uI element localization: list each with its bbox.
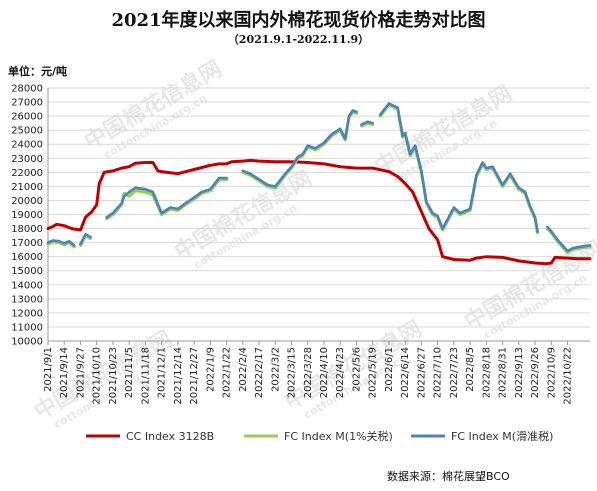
x-tick-label: 2022/10/22	[563, 347, 574, 405]
series-line-1	[46, 158, 592, 266]
x-tick-label: 2022/5/19	[368, 347, 379, 398]
legend-label-2: FC Index M(1%关税)	[284, 429, 393, 443]
x-tick-label: 2022/3/15	[287, 347, 298, 398]
x-tick-label: 2021/11/5	[124, 347, 135, 398]
unit-label: 单位：元/吨	[8, 65, 68, 78]
y-tick-label: 22000	[11, 168, 43, 179]
y-tick-label: 17000	[11, 238, 43, 249]
x-tick-label: 2022/4/23	[335, 347, 346, 398]
x-tick-label: 2021/12/27	[189, 347, 200, 405]
x-tick-label: 2022/6/1	[384, 347, 395, 392]
y-tick-label: 16000	[11, 252, 43, 263]
y-tick-label: 14000	[11, 280, 43, 291]
x-tick-label: 2022/1/22	[222, 347, 233, 398]
x-tick-label: 2022/2/17	[254, 347, 265, 398]
x-tick-label: 2021/12/1	[157, 347, 168, 398]
x-tick-label: 2022/7/10	[433, 347, 444, 398]
x-tick-label: 2022/4/10	[319, 347, 330, 398]
x-tick-label: 2022/8/31	[498, 347, 509, 398]
y-tick-label: 24000	[11, 140, 43, 151]
y-tick-label: 11000	[11, 322, 43, 333]
x-tick-label: 2022/10/9	[546, 347, 557, 398]
x-tick-label: 2022/1/9	[205, 347, 216, 392]
x-tick-label: 2021/9/1	[43, 347, 54, 392]
y-tick-label: 27000	[11, 98, 43, 109]
x-tick-label: 2022/5/6	[351, 347, 362, 392]
x-tick-label: 2022/7/23	[449, 347, 460, 398]
x-tick-label: 2021/9/14	[59, 347, 70, 398]
y-tick-label: 18000	[11, 224, 43, 235]
y-tick-label: 23000	[11, 154, 43, 165]
legend-label-3: FC Index M(滑准税)	[451, 429, 553, 443]
x-tick-label: 2021/10/10	[92, 347, 103, 405]
series-line-3	[46, 102, 592, 253]
y-tick-label: 15000	[11, 266, 43, 277]
x-tick-label: 2022/6/27	[416, 347, 427, 398]
y-tick-label: 12000	[11, 308, 43, 319]
y-tick-label: 13000	[11, 294, 43, 305]
x-tick-label: 2022/9/13	[514, 347, 525, 398]
legend-label-1: CC Index 3128B	[126, 430, 214, 443]
x-tick-label: 2021/10/23	[108, 347, 119, 405]
x-tick-label: 2021/11/18	[140, 347, 151, 405]
axes: 10000 11000 12000 13000 14000 15000 16000 17000…	[11, 84, 590, 405]
x-tick-label: 2022/8/5	[465, 347, 476, 392]
y-tick-label: 20000	[11, 196, 43, 207]
x-tick-label: 2021/12/14	[173, 347, 184, 405]
series-lines	[46, 102, 592, 266]
y-tick-label: 10000	[11, 337, 43, 348]
x-tick-label: 2021/9/27	[75, 347, 86, 398]
x-tick-label: 2022/6/14	[400, 347, 411, 398]
x-tick-label: 2022/2/4	[238, 347, 249, 392]
y-tick-label: 19000	[11, 210, 43, 221]
chart-title: 2021年度以来国内外棉花现货价格走势对比图	[111, 10, 486, 31]
legend: CC Index 3128B FC Index M(1%关税) FC Index M…	[86, 429, 553, 443]
y-tick-label: 28000	[11, 84, 43, 95]
x-tick-label: 2022/9/26	[530, 347, 541, 398]
x-tick-label: 2022/8/18	[481, 347, 492, 398]
chart-subtitle: （2021.9.1-2022.11.9）	[227, 33, 370, 46]
x-tick-label: 2022/3/28	[303, 347, 314, 398]
y-tick-label: 25000	[11, 126, 43, 137]
data-source-note: 数据来源：棉花展望BCO	[387, 470, 510, 483]
y-tick-label: 26000	[11, 112, 43, 123]
x-tick-label: 2022/3/2	[270, 347, 281, 392]
y-tick-label: 21000	[11, 182, 43, 193]
